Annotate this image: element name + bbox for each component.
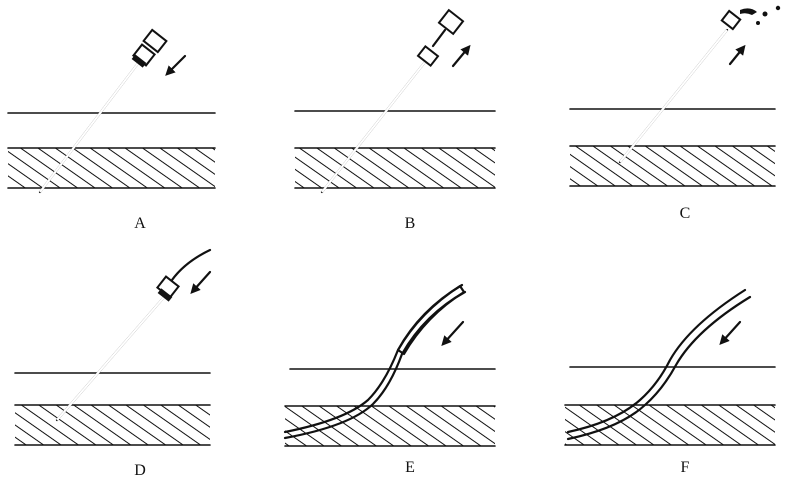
direction-arrow-icon bbox=[441, 320, 465, 346]
panel-label-b: B bbox=[405, 215, 416, 232]
panel-label-d: D bbox=[134, 462, 146, 478]
needle-with-stylet-icon bbox=[38, 28, 168, 194]
direction-arrow-icon bbox=[165, 54, 187, 76]
vessel-wall-hatch bbox=[565, 405, 775, 445]
blood-return-icon bbox=[618, 5, 781, 164]
panel-f: F bbox=[564, 288, 776, 476]
panel-d: D bbox=[14, 248, 212, 478]
vessel-wall-hatch bbox=[285, 406, 495, 446]
stylet-withdrawn-icon bbox=[320, 8, 465, 194]
panel-b: B bbox=[294, 8, 496, 232]
panel-label-e: E bbox=[405, 459, 415, 476]
vessel-wall-hatch bbox=[8, 148, 215, 188]
vessel-wall-hatch bbox=[15, 405, 210, 445]
vessel-wall-hatch bbox=[295, 148, 495, 188]
panel-e: E bbox=[283, 283, 496, 476]
panel-label-c: C bbox=[680, 205, 691, 222]
direction-arrow-icon bbox=[728, 44, 746, 66]
vessel-wall-hatch bbox=[570, 146, 775, 186]
catheter-over-guidewire-icon bbox=[283, 283, 467, 440]
direction-arrow-icon bbox=[719, 320, 742, 345]
direction-arrow-icon bbox=[451, 44, 471, 68]
panel-a: A bbox=[7, 28, 216, 232]
panel-label-a: A bbox=[134, 215, 146, 232]
catheter-in-place-icon bbox=[566, 288, 752, 441]
guidewire-inserted-icon bbox=[55, 248, 212, 422]
panel-label-f: F bbox=[681, 459, 690, 476]
direction-arrow-icon bbox=[190, 270, 212, 294]
panel-c: C bbox=[569, 5, 781, 222]
